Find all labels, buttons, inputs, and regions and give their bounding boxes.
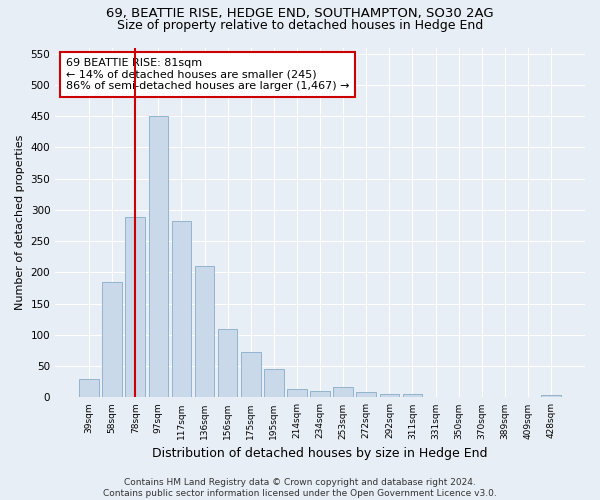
Bar: [334, 387, 353, 398]
Bar: [241, 352, 260, 398]
Bar: [403, 394, 422, 398]
Bar: [79, 378, 99, 398]
Bar: [125, 218, 145, 398]
Bar: [356, 392, 376, 398]
Text: Contains HM Land Registry data © Crown copyright and database right 2024.
Contai: Contains HM Land Registry data © Crown c…: [103, 478, 497, 498]
Bar: [149, 116, 168, 398]
Bar: [264, 370, 284, 398]
X-axis label: Distribution of detached houses by size in Hedge End: Distribution of detached houses by size …: [152, 447, 488, 460]
Y-axis label: Number of detached properties: Number of detached properties: [15, 135, 25, 310]
Text: 69, BEATTIE RISE, HEDGE END, SOUTHAMPTON, SO30 2AG: 69, BEATTIE RISE, HEDGE END, SOUTHAMPTON…: [106, 8, 494, 20]
Bar: [287, 390, 307, 398]
Bar: [195, 266, 214, 398]
Bar: [103, 282, 122, 398]
Text: Size of property relative to detached houses in Hedge End: Size of property relative to detached ho…: [117, 19, 483, 32]
Bar: [541, 395, 561, 398]
Text: 69 BEATTIE RISE: 81sqm
← 14% of detached houses are smaller (245)
86% of semi-de: 69 BEATTIE RISE: 81sqm ← 14% of detached…: [66, 58, 349, 91]
Bar: [172, 221, 191, 398]
Bar: [218, 328, 238, 398]
Bar: [310, 390, 330, 398]
Bar: [380, 394, 399, 398]
